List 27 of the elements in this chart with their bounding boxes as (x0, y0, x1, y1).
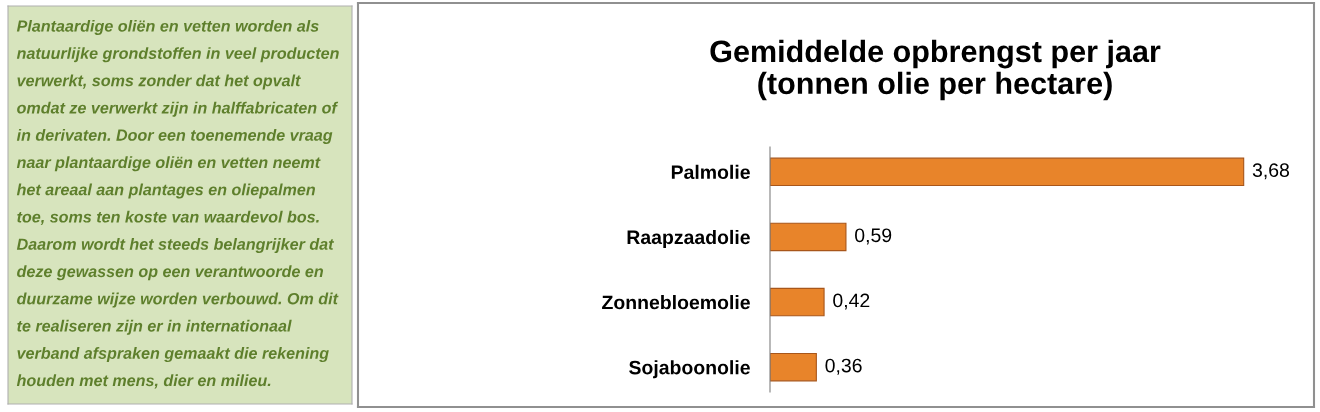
text: duurzame wijze worden verbouwd. Om dit (17, 292, 339, 308)
y-tick-label: Raapzaadolie (627, 229, 750, 249)
data-label: 0,59 (855, 228, 892, 245)
data-label: 0,42 (833, 293, 870, 310)
y-tick-label: Palmolie (671, 164, 750, 180)
bar (770, 157, 1245, 187)
data-label: 3,68 (1252, 163, 1290, 180)
y-tick-label: Sojaboonolie (629, 360, 750, 379)
text: te realiseren zijn er in internationaal (17, 319, 292, 335)
text: Daarom wordt het steeds belangrijker dat (16, 238, 335, 254)
chart-title: Gemiddelde opbrengst per jaar (tonnen olie per hectare) (710, 39, 1161, 101)
y-tick-label: Zonnebloemolie (602, 295, 750, 310)
text: verband afspraken gemaakt die rekening (17, 347, 329, 363)
text: toe, soms ten koste van waardevol bos. (17, 210, 319, 225)
text: Plantaardige oliën en vetten worden als (16, 19, 319, 35)
text: omdat ze verwerkt zijn in halffabricaten of (17, 101, 339, 117)
text: in derivaten. Door een toenemende vraag (16, 128, 333, 144)
text: natuurlijke grondstoffen in veel producten (16, 47, 339, 63)
bar (770, 287, 825, 317)
data-label: 0,36 (825, 358, 862, 375)
text: deze gewassen op een verantwoorde en (17, 265, 324, 281)
bar (770, 352, 817, 382)
text: houden met mens, dier en milieu. (16, 374, 271, 389)
text: het areaal aan plantages en oliepalmen (16, 183, 315, 199)
text: verwerkt, soms zonder dat het opvalt (17, 74, 301, 90)
text: naar plantaardige oliën en vetten neemt (16, 156, 321, 172)
bar (770, 222, 847, 252)
